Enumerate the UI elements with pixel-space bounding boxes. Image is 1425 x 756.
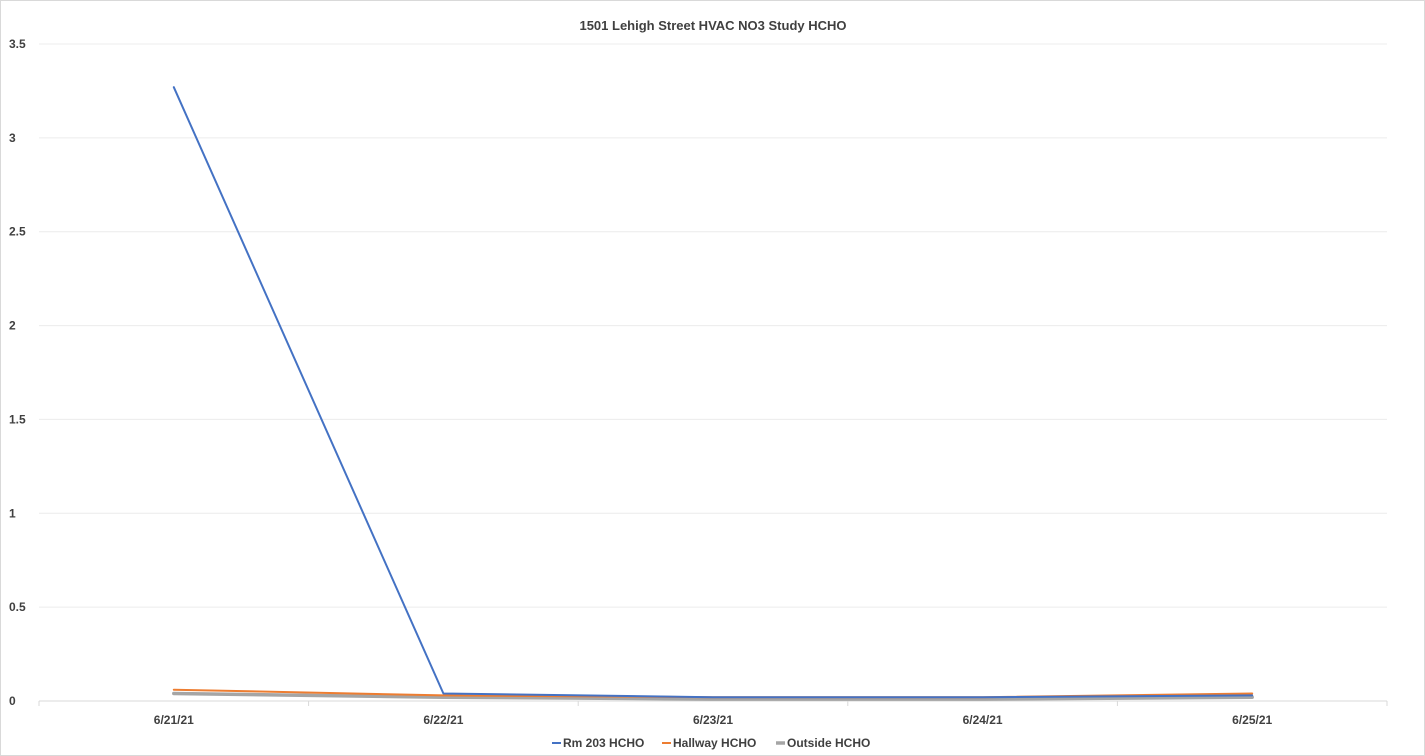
y-tick-label: 0: [9, 694, 16, 708]
y-tick-label: 2.5: [9, 225, 26, 239]
y-axis-tick-labels: 0 0.5 1 1.5 2 2.5 3 3.5: [9, 37, 26, 708]
x-axis-tick-labels: 6/21/21 6/22/21 6/23/21 6/24/21 6/25/21: [154, 713, 1273, 727]
legend-label: Outside HCHO: [787, 736, 870, 750]
series-line-outside-hcho: [172, 691, 1254, 701]
series-lines: [172, 86, 1254, 701]
legend-label: Hallway HCHO: [673, 736, 756, 750]
x-tick-label: 6/25/21: [1232, 713, 1272, 727]
y-tick-label: 3.5: [9, 37, 26, 51]
y-tick-label: 1.5: [9, 412, 26, 426]
x-tick-label: 6/21/21: [154, 713, 194, 727]
gridlines: [38, 43, 1388, 706]
chart-title: 1501 Lehigh Street HVAC NO3 Study HCHO: [579, 18, 846, 33]
x-tick-label: 6/24/21: [963, 713, 1003, 727]
legend: Rm 203 HCHO Hallway HCHO Outside HCHO: [552, 736, 870, 750]
series-line-rm-203-hcho: [172, 86, 1254, 699]
y-tick-label: 2: [9, 319, 16, 333]
y-tick-label: 3: [9, 131, 16, 145]
y-tick-label: 0.5: [9, 600, 26, 614]
legend-label: Rm 203 HCHO: [563, 736, 644, 750]
x-tick-label: 6/23/21: [693, 713, 733, 727]
y-tick-label: 1: [9, 506, 16, 520]
x-tick-label: 6/22/21: [423, 713, 463, 727]
